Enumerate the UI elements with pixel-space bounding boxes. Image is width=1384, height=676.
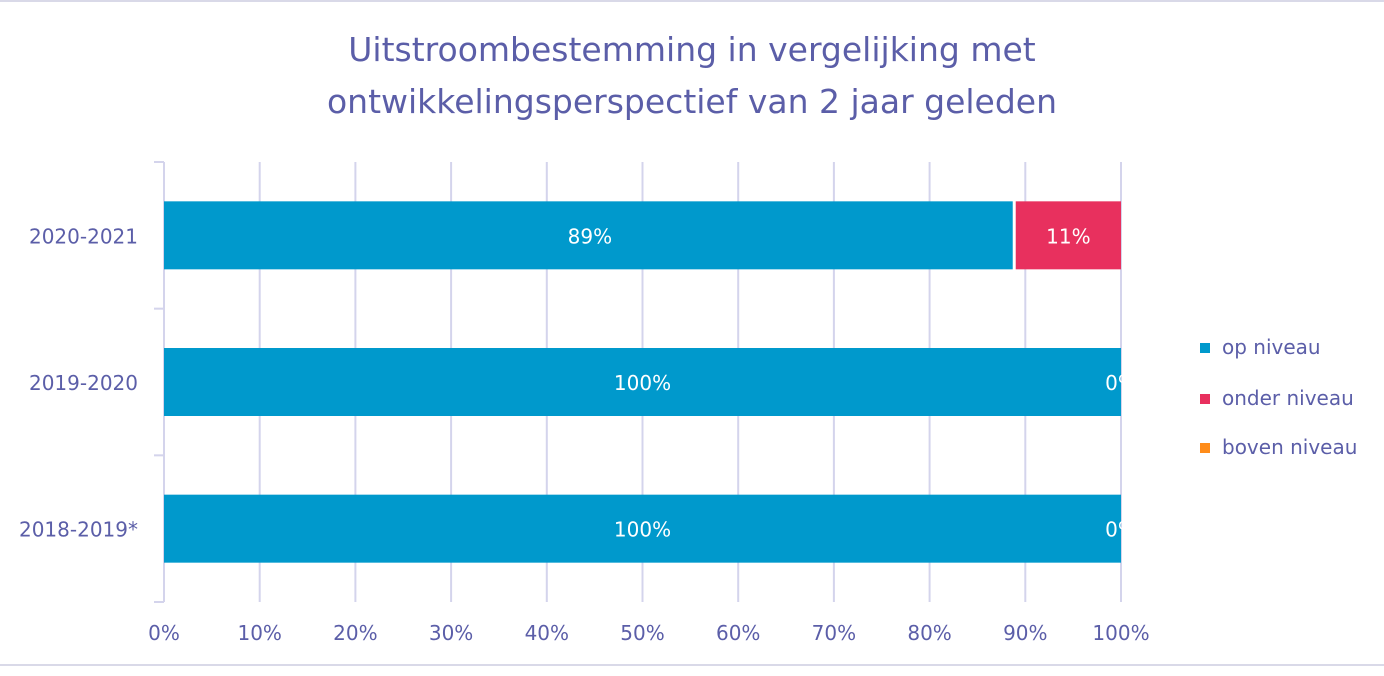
category-label-2: 2018-2019* (19, 518, 138, 542)
x-tick-label-4: 40% (525, 621, 569, 645)
data-label-1-2: 0% (1105, 518, 1137, 542)
data-label-1-0: 11% (1046, 224, 1090, 248)
legend-label-boven-niveau: boven niveau (1222, 435, 1358, 459)
x-tick-label-8: 80% (907, 621, 951, 645)
legend-swatch-op-niveau (1200, 343, 1210, 353)
bar-0-2 (164, 494, 1121, 563)
bar-0-0 (164, 201, 1013, 270)
data-label-1-1: 0% (1105, 371, 1137, 395)
chart-title-line-2: ontwikkelingsperspectief van 2 jaar gele… (326, 82, 1058, 121)
x-tick-label-9: 90% (1003, 621, 1047, 645)
data-label-0-0: 89% (568, 224, 612, 248)
x-tick-label-6: 60% (716, 621, 760, 645)
frame-top-border (0, 0, 1384, 2)
data-label-0-1: 100% (614, 371, 671, 395)
legend-label-onder-niveau: onder niveau (1222, 386, 1354, 410)
x-tick-label-1: 10% (237, 621, 281, 645)
chart-title-line-1: Uitstroombestemming in vergelijking met (348, 30, 1036, 69)
frame-bottom-border (0, 664, 1384, 666)
x-tick-label-0: 0% (148, 621, 180, 645)
x-tick-label-2: 20% (333, 621, 377, 645)
legend-swatch-boven-niveau (1200, 443, 1210, 453)
x-tick-label-10: 100% (1092, 621, 1149, 645)
category-label-0: 2020-2021 (29, 224, 138, 248)
category-label-1: 2019-2020 (29, 371, 138, 395)
bar-0-1 (164, 348, 1121, 416)
x-tick-label-3: 30% (429, 621, 473, 645)
bar-1-0 (1015, 201, 1121, 270)
legend-swatch-onder-niveau (1200, 394, 1210, 404)
x-tick-label-7: 70% (812, 621, 856, 645)
data-label-0-2: 100% (614, 518, 671, 542)
x-tick-label-5: 50% (620, 621, 664, 645)
legend-label-op-niveau: op niveau (1222, 335, 1321, 359)
